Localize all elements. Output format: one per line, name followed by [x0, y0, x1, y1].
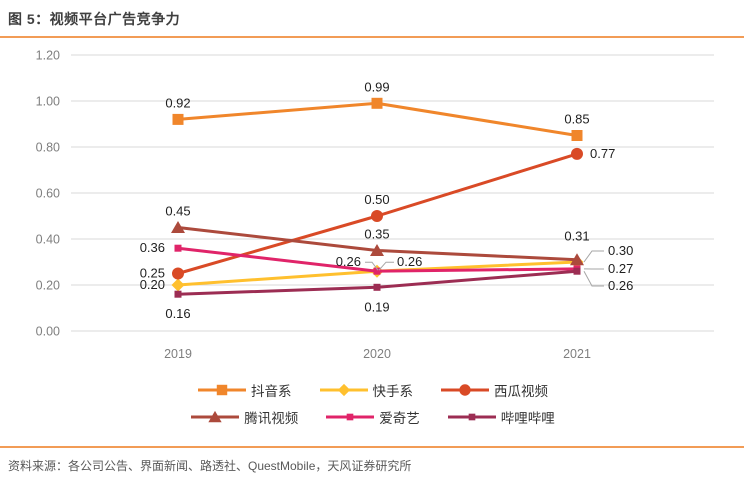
marker-square — [371, 97, 383, 109]
marker-small-square — [468, 413, 476, 421]
marker-diamond — [337, 383, 350, 397]
legend-label: 哔哩哔哩 — [500, 411, 555, 426]
label-leader — [365, 261, 379, 271]
data-label: 0.36 — [140, 240, 165, 255]
x-axis-tick: 2021 — [563, 347, 591, 361]
marker-diamond — [171, 278, 185, 292]
data-label: 0.19 — [364, 299, 389, 314]
label-leader — [583, 270, 604, 287]
figure-header: 图 5：视频平台广告竞争力 — [0, 0, 744, 38]
marker-square — [571, 130, 583, 141]
legend-label: 抖音系 — [251, 384, 292, 399]
data-label: 0.26 — [336, 254, 361, 269]
data-label: 0.77 — [590, 146, 615, 161]
data-label: 0.26 — [397, 254, 422, 269]
y-axis-tick: 0.00 — [36, 325, 60, 339]
marker-triangle — [570, 253, 584, 266]
data-label: 0.20 — [140, 277, 165, 292]
legend-label: 快手系 — [372, 384, 414, 399]
marker-small-square — [373, 283, 381, 291]
legend-marker-diamond-icon — [319, 383, 368, 397]
data-label: 0.92 — [165, 95, 190, 110]
legend-item-bilibili[interactable]: 哔哩哔哩 — [446, 407, 555, 427]
data-label: 0.27 — [608, 261, 633, 276]
legend-marker-small-square-icon — [447, 413, 496, 421]
marker-circle — [571, 147, 583, 160]
data-label: 0.30 — [608, 243, 633, 258]
y-axis-tick: 1.00 — [36, 95, 60, 109]
legend-label: 西瓜视频 — [494, 384, 548, 399]
legend-marker-triangle-icon — [191, 410, 240, 423]
y-axis-tick: 1.20 — [36, 49, 60, 63]
x-axis-tick: 2020 — [363, 347, 391, 361]
marker-small-square — [346, 413, 354, 421]
marker-square — [172, 113, 184, 125]
x-axis-tick: 2019 — [164, 347, 192, 361]
legend-item-iqiyi[interactable]: 爱奇艺 — [324, 407, 420, 427]
line-chart: 0.00 0.20 0.40 0.60 0.80 1.00 1.20 2019 2020 2021… — [36, 49, 714, 361]
label-leader — [378, 261, 394, 271]
legend-marker-small-square-icon — [326, 413, 375, 421]
y-axis-tick: 0.20 — [36, 279, 60, 293]
data-label: 0.35 — [364, 227, 389, 242]
marker-small-square — [373, 267, 381, 275]
legend-marker-square-icon — [198, 384, 246, 396]
data-label: 0.16 — [165, 306, 190, 321]
chart-legend: 抖音系 快手系 西瓜视频腾讯视频 爱奇艺 哔哩哔哩 — [0, 380, 744, 427]
marker-square — [216, 384, 228, 396]
marker-triangle — [370, 244, 384, 256]
source-note: 资料来源：各公司公告、界面新闻、路透社、QuestMobile，天风证券研究所 — [8, 459, 412, 473]
legend-row-1: 抖音系 快手系 西瓜视频 — [196, 380, 548, 400]
figure-footer: 资料来源：各公司公告、界面新闻、路透社、QuestMobile，天风证券研究所 — [0, 446, 744, 475]
data-label: 0.85 — [564, 112, 589, 127]
label-leader — [583, 250, 604, 263]
marker-small-square — [573, 267, 581, 275]
marker-small-square — [174, 244, 182, 252]
data-label: 0.31 — [564, 229, 589, 244]
y-axis-tick: 0.80 — [36, 141, 60, 155]
legend-row-2: 腾讯视频 爱奇艺 哔哩哔哩 — [189, 407, 555, 427]
data-label: 0.26 — [608, 278, 633, 293]
legend-item-xigua-video[interactable]: 西瓜视频 — [439, 380, 548, 400]
legend-item-tencent-video[interactable]: 腾讯视频 — [189, 407, 298, 427]
data-label: 0.45 — [165, 204, 190, 219]
y-axis-tick: 0.60 — [36, 187, 60, 201]
legend-marker-circle-icon — [441, 384, 489, 396]
data-label: 0.99 — [364, 79, 389, 94]
marker-triangle — [208, 410, 222, 423]
legend-label: 爱奇艺 — [379, 411, 420, 426]
legend-item-kuaishou[interactable]: 快手系 — [318, 380, 414, 400]
data-label: 0.25 — [140, 266, 165, 281]
data-label: 0.50 — [364, 192, 389, 207]
marker-circle — [371, 210, 383, 222]
figure-title: 图 5：视频平台广告竞争力 — [8, 11, 181, 27]
y-axis-tick: 0.40 — [36, 233, 60, 247]
legend-label: 腾讯视频 — [244, 411, 299, 426]
marker-small-square — [174, 290, 182, 298]
marker-circle — [172, 267, 184, 280]
marker-circle — [459, 384, 471, 396]
marker-triangle — [171, 221, 185, 233]
legend-item-douyin[interactable]: 抖音系 — [196, 380, 292, 400]
